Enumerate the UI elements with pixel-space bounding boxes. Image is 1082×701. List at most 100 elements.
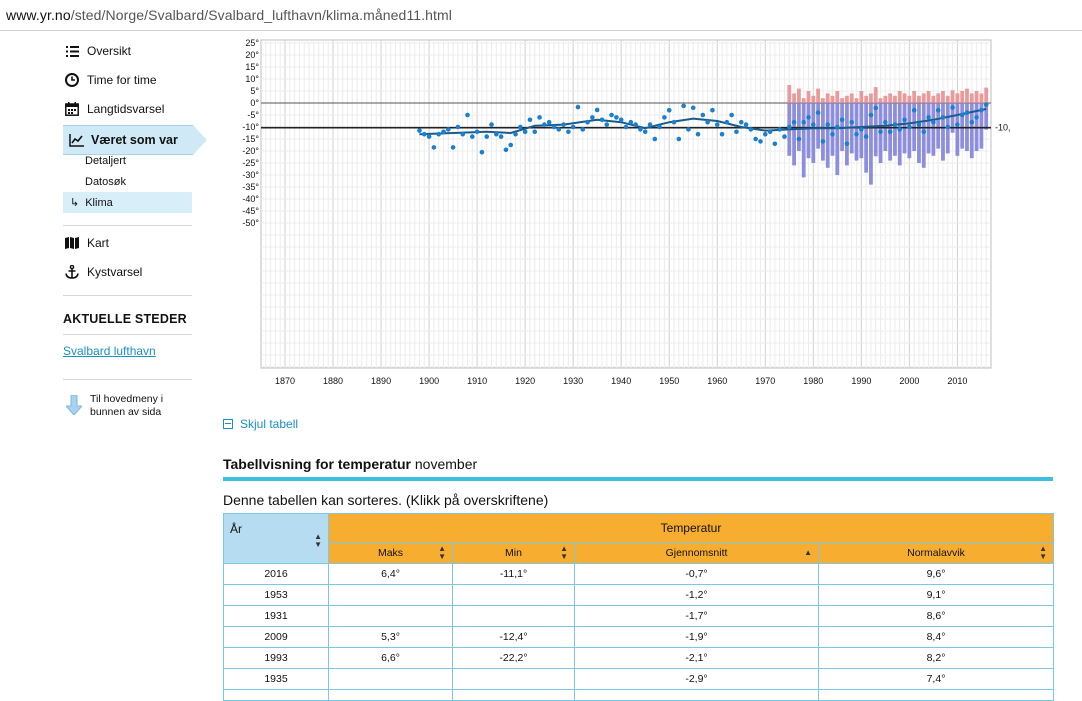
mean-point	[983, 102, 989, 107]
col-header-label: Normalavvik	[907, 547, 965, 559]
max-bar	[801, 98, 806, 103]
mean-point	[614, 115, 619, 120]
y-tick-label: 5°	[250, 86, 259, 96]
y-tick-label: 20°	[245, 50, 259, 60]
y-tick-label: -20°	[242, 146, 259, 156]
cell-gjennomsnitt: -1,7°	[574, 605, 819, 627]
subnav-klima[interactable]: ↳ Klima	[63, 192, 192, 213]
x-tick-label: 1880	[323, 376, 343, 386]
mean-point	[638, 127, 643, 132]
mean-point	[729, 112, 734, 118]
mean-point	[681, 103, 686, 109]
place-link[interactable]: Svalbard lufthavn	[63, 344, 156, 358]
mean-point	[921, 129, 927, 135]
col-header-maks[interactable]: Maks ▲ ▼	[328, 542, 453, 564]
mean-point	[585, 119, 590, 125]
mean-point	[508, 142, 514, 148]
max-bar	[796, 88, 801, 103]
mean-point	[839, 117, 845, 123]
mean-point	[887, 129, 893, 135]
max-bar	[806, 91, 811, 103]
mean-point	[604, 122, 610, 127]
cell-maks	[328, 605, 453, 627]
mean-point	[498, 134, 504, 139]
mean-point	[484, 134, 490, 139]
heading-rule	[223, 477, 1053, 481]
subnav-detaljert[interactable]: Detaljert	[85, 155, 126, 167]
mean-point	[873, 105, 879, 111]
col-header-normalavvik[interactable]: Normalavvik ▲ ▼	[818, 542, 1054, 564]
min-bar	[955, 103, 960, 156]
address-bar[interactable]: www.yr.no/sted/Norge/Svalbard/Svalbard_l…	[0, 0, 1082, 31]
min-bar	[845, 103, 849, 166]
nav-langtidsvarsel[interactable]: Langtidsvarsel	[63, 97, 190, 121]
mean-point	[854, 131, 859, 137]
max-bar	[902, 93, 907, 103]
cell-empty	[452, 689, 575, 701]
y-tick-label: -10°	[242, 122, 259, 132]
mean-point	[489, 122, 494, 127]
nav-oversikt[interactable]: Oversikt	[63, 39, 190, 63]
anchor-icon	[63, 265, 81, 279]
mean-point	[859, 127, 864, 132]
year-header[interactable]: År ▲ ▼	[223, 513, 329, 564]
nav-label: Langtidsvarsel	[87, 102, 165, 116]
mean-point	[455, 124, 461, 130]
divider	[63, 225, 192, 226]
mean-point	[969, 119, 975, 125]
nav-kart[interactable]: Kart	[63, 231, 190, 255]
mean-point	[470, 134, 475, 139]
col-header-min[interactable]: Min ▲ ▼	[452, 542, 575, 564]
max-bar	[974, 91, 979, 103]
mean-point	[931, 119, 936, 125]
mean-point	[518, 124, 523, 130]
mean-point	[522, 129, 528, 135]
x-tick-label: 1990	[851, 376, 871, 386]
max-bar	[859, 91, 864, 103]
mean-point	[714, 122, 720, 127]
max-bar	[792, 93, 796, 103]
map-icon	[63, 237, 81, 249]
table-row: 1953 -1,2° 9,1°	[223, 584, 1054, 606]
col-header-gjennomsnitt[interactable]: Gjennomsnitt ▲	[574, 542, 819, 564]
cell-min: -22,2°	[452, 647, 575, 669]
chart-line-icon	[67, 133, 85, 147]
max-bar	[816, 88, 821, 103]
temperature-table: År ▲ ▼ Temperatur Maks ▲ ▼ Min ▲ ▼ Gjennomsni…	[223, 513, 1054, 701]
mean-point	[758, 139, 763, 144]
active-arrow	[193, 125, 207, 155]
nav-vaeret-som-var[interactable]: Været som var	[63, 125, 207, 155]
toggle-table-button[interactable]: Skjul tabell	[223, 417, 298, 431]
min-bar	[984, 103, 989, 130]
max-bar	[845, 95, 849, 103]
mean-point	[431, 145, 437, 150]
table-heading-bold: Tabellvisning for temperatur	[223, 456, 411, 472]
y-tick-label: -30°	[242, 170, 259, 180]
cell-maks	[328, 668, 453, 690]
mean-point	[772, 141, 778, 147]
mean-point	[911, 107, 917, 113]
mean-point	[421, 131, 427, 137]
table-row: 2009 5,3° -12,4° -1,9° 8,4°	[223, 626, 1054, 648]
mean-point	[618, 117, 624, 123]
url-text[interactable]: www.yr.no/sted/Norge/Svalbard/Svalbard_l…	[6, 7, 452, 23]
cell-empty	[328, 689, 453, 701]
mean-point	[878, 129, 883, 135]
x-tick-label: 1900	[419, 376, 439, 386]
mean-point	[599, 117, 605, 123]
subnav-datosok[interactable]: Datosøk	[85, 176, 126, 188]
nav-kystvarsel[interactable]: Kystvarsel	[63, 260, 190, 284]
max-bar	[854, 98, 859, 103]
mean-point	[556, 127, 562, 132]
max-bar	[912, 91, 917, 103]
min-bar	[825, 103, 830, 168]
min-bar	[979, 103, 984, 149]
max-bar	[936, 93, 941, 103]
min-bar	[873, 103, 878, 157]
max-bar	[893, 95, 897, 103]
y-tick-label: 10°	[245, 74, 259, 84]
cell-maks	[328, 584, 453, 606]
nav-time-for-time[interactable]: Time for time	[63, 68, 190, 92]
mean-point	[671, 119, 677, 125]
sort-asc-icon: ▲	[804, 548, 812, 557]
